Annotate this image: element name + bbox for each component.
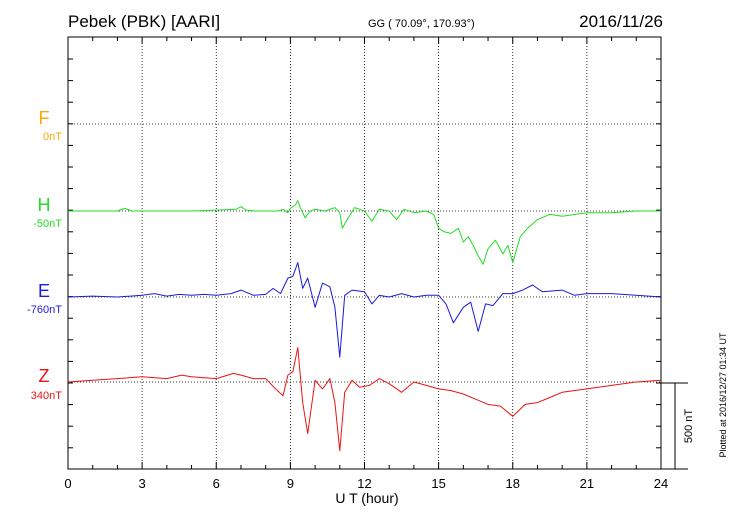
x-tick-label: 6 <box>213 476 220 491</box>
x-axis-label: U T (hour) <box>335 490 398 506</box>
scale-bar-label: 500 nT <box>683 409 695 444</box>
scale-bar: 500 nT <box>661 382 695 470</box>
series-line-z <box>67 347 662 452</box>
x-tick-label: 21 <box>580 476 594 491</box>
series-name-f: F <box>39 108 50 128</box>
series-baseline-e: -760nT <box>27 304 62 316</box>
grid <box>68 37 661 469</box>
x-tick-label: 3 <box>139 476 146 491</box>
series-line-h <box>68 200 661 265</box>
series-lines <box>67 200 662 452</box>
x-tick-label: 18 <box>506 476 520 491</box>
x-tick-label: 12 <box>357 476 371 491</box>
coords-label: GG ( 70.09°, 170.93°) <box>368 18 475 30</box>
x-tick-label: 15 <box>431 476 445 491</box>
x-tick-label: 0 <box>64 476 71 491</box>
station-title: Pebek (PBK) [AARI] <box>68 12 220 31</box>
axis-ticks <box>67 37 662 469</box>
date-label: 2016/11/26 <box>579 12 663 31</box>
series-name-z: Z <box>39 366 50 386</box>
series-line-e <box>67 262 662 358</box>
x-tick-label: 24 <box>654 476 668 491</box>
series-name-h: H <box>38 195 51 215</box>
series-labels: F 0nT H -50nT E -760nT Z 340nT <box>27 108 62 402</box>
series-name-e: E <box>38 281 50 301</box>
series-baseline-z: 340nT <box>31 390 62 402</box>
series-baseline-f: 0nT <box>43 131 62 143</box>
x-tick-labels: 0 3 6 9 12 15 18 21 24 <box>64 476 668 491</box>
series-baseline-h: -50nT <box>33 218 62 230</box>
x-tick-label: 9 <box>287 476 294 491</box>
plotted-timestamp: Plotted at 2016/12/27 01:34 UT <box>718 332 728 458</box>
